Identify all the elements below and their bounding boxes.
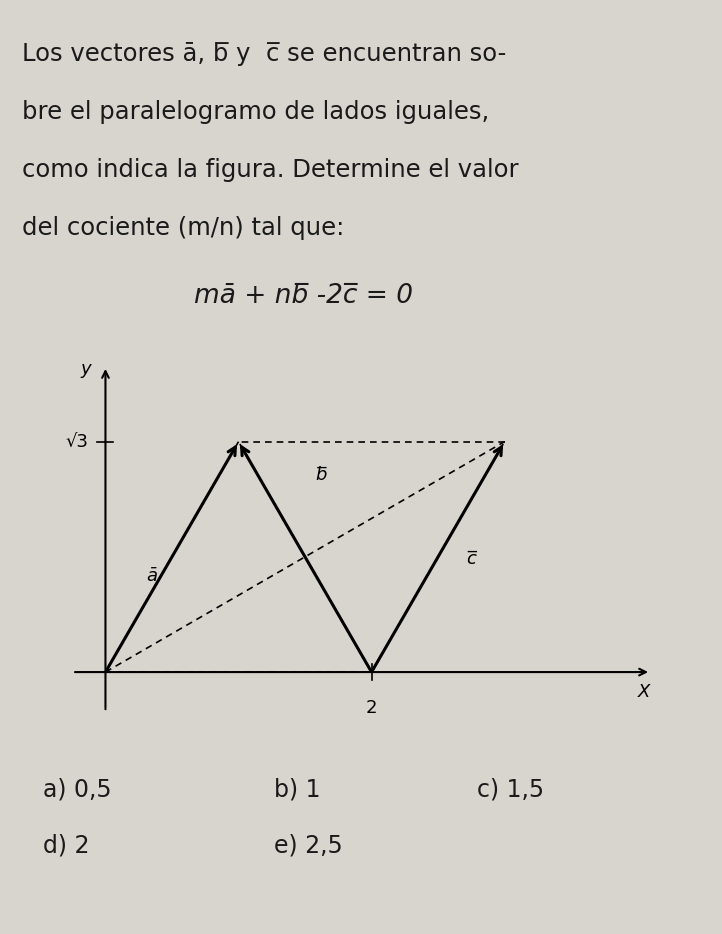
Text: d) 2: d) 2: [43, 833, 90, 857]
Text: como indica la figura. Determine el valor: como indica la figura. Determine el valo…: [22, 158, 518, 182]
Text: c) 1,5: c) 1,5: [477, 777, 544, 801]
Text: c̅: c̅: [466, 550, 477, 568]
Text: y: y: [80, 360, 91, 377]
Text: X: X: [638, 683, 651, 701]
Text: Los vectores ā, b̅ y  c̅ se encuentran so-: Los vectores ā, b̅ y c̅ se encuentran so…: [22, 42, 506, 66]
Text: 2: 2: [366, 699, 378, 716]
Text: e) 2,5: e) 2,5: [274, 833, 343, 857]
Text: bre el paralelogramo de lados iguales,: bre el paralelogramo de lados iguales,: [22, 100, 489, 124]
Text: a) 0,5: a) 0,5: [43, 777, 112, 801]
Text: mā + nb̅ -2c̅ = 0: mā + nb̅ -2c̅ = 0: [193, 283, 413, 309]
Text: b) 1: b) 1: [274, 777, 321, 801]
Text: √3: √3: [65, 432, 88, 450]
Text: del cociente (m/n) tal que:: del cociente (m/n) tal que:: [22, 216, 344, 240]
Text: b̅: b̅: [316, 466, 326, 484]
Text: ā: ā: [147, 567, 157, 586]
